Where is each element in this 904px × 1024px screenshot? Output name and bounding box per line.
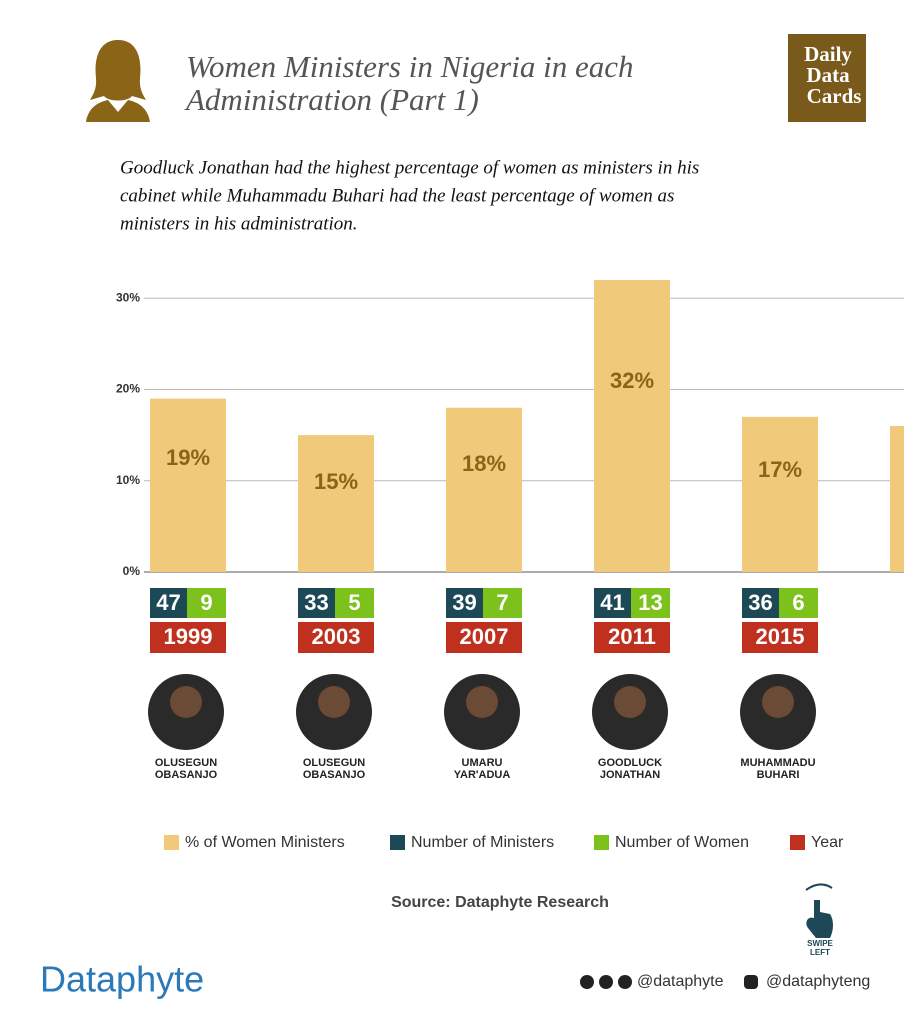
bar [150, 398, 226, 572]
y-tick-label: 30% [116, 290, 140, 304]
value-label: 18% [462, 451, 506, 476]
legend-swatch [790, 835, 805, 850]
badge-text: Data [806, 63, 850, 87]
women-count: 6 [792, 590, 804, 615]
person-name: OLUSEGUN [155, 757, 217, 769]
person-name: YAR'ADUA [454, 769, 511, 781]
bar [890, 426, 904, 572]
bar [594, 280, 670, 572]
portrait-face [170, 686, 202, 718]
ministers-count: 41 [600, 590, 624, 615]
bar [446, 407, 522, 572]
brand: Dataphyte [40, 959, 204, 1000]
badge-text: Daily [804, 42, 852, 66]
person-name: BUHARI [757, 769, 800, 781]
legend-label: Year [811, 834, 844, 851]
year-box [298, 622, 374, 653]
badge-text: Cards [807, 84, 862, 108]
portrait-face [466, 686, 498, 718]
legend-label: Number of Ministers [411, 834, 554, 851]
year-label: 2011 [608, 624, 656, 649]
ministers-count: 39 [452, 590, 476, 615]
women-box [631, 588, 670, 618]
ministers-box [594, 588, 631, 618]
year-label: 2015 [756, 624, 805, 649]
chart-title: Administration (Part 1) [184, 82, 479, 117]
ministers-count: 47 [156, 590, 180, 615]
swipe-arrow [805, 883, 833, 891]
year-box [594, 622, 670, 653]
social-icons [580, 975, 758, 989]
legend-swatch [390, 835, 405, 850]
legend-label: Number of Women [615, 834, 749, 851]
ministers-count: 36 [748, 590, 772, 615]
portrait-face [762, 686, 794, 718]
y-tick-label: 0% [123, 564, 141, 578]
year-label: 2003 [312, 624, 361, 649]
bar [742, 416, 818, 572]
women-box [187, 588, 226, 618]
portrait-face [318, 686, 350, 718]
person-name: OBASANJO [303, 769, 366, 781]
year-box [446, 622, 522, 653]
woman-icon [86, 40, 150, 122]
social-handle: @dataphyte [637, 973, 724, 990]
women-box [779, 588, 818, 618]
y-tick-label: 10% [116, 473, 140, 487]
y-tick-label: 20% [116, 382, 140, 396]
legend-label: % of Women Ministers [185, 834, 345, 851]
swipe-text: LEFT [810, 948, 830, 957]
person-name: OBASANJO [155, 769, 218, 781]
year-box [742, 622, 818, 653]
women-box [483, 588, 522, 618]
swipe-hand [806, 900, 833, 938]
women-box [335, 588, 374, 618]
subtitle: Goodluck Jonathan had the highest percen… [120, 157, 699, 178]
ministers-box [150, 588, 187, 618]
women-count: 7 [496, 590, 508, 615]
ministers-box [742, 588, 779, 618]
chart-title: Women Ministers in Nigeria in each [186, 49, 633, 84]
subtitle: ministers in his administration. [120, 213, 358, 234]
bar [298, 435, 374, 572]
source: Source: Dataphyte Research [391, 894, 609, 911]
legend-swatch [594, 835, 609, 850]
women-count: 9 [200, 590, 212, 615]
badge-box [788, 34, 866, 122]
ministers-box [298, 588, 335, 618]
swipe-text: SWIPE [807, 939, 833, 948]
person-name: JONATHAN [600, 769, 660, 781]
person-name: MUHAMMADU [740, 757, 815, 769]
subtitle: cabinet while Muhammadu Buhari had the l… [120, 185, 674, 206]
value-label: 17% [758, 457, 802, 482]
portrait-face [614, 686, 646, 718]
person-name: GOODLUCK [598, 757, 662, 769]
ministers-count: 33 [304, 590, 328, 615]
women-count: 5 [348, 590, 360, 615]
legend-swatch [164, 835, 179, 850]
person-name: OLUSEGUN [303, 757, 365, 769]
year-box [150, 622, 226, 653]
ministers-box [446, 588, 483, 618]
value-label: 19% [166, 445, 210, 470]
year-label: 2007 [460, 624, 509, 649]
person-name: UMARU [462, 757, 503, 769]
value-label: 32% [610, 368, 654, 393]
value-label: 15% [314, 469, 358, 494]
women-count: 13 [638, 590, 662, 615]
social-handle: @dataphyteng [766, 973, 870, 990]
year-label: 1999 [164, 624, 213, 649]
